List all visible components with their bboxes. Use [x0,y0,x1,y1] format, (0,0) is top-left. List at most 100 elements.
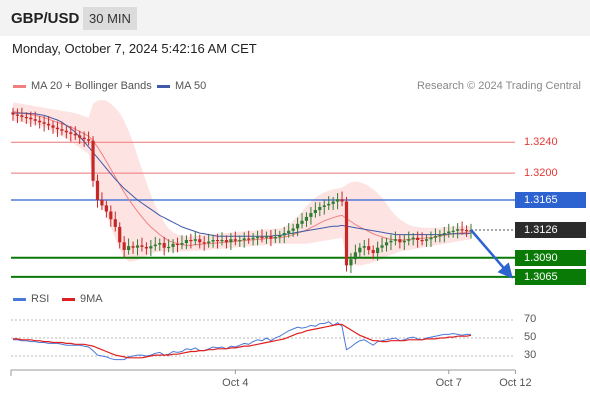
candle-body [380,245,384,248]
candle-body [175,243,180,246]
rsi-line [13,321,471,361]
candle-body [100,200,104,206]
bollinger-band [13,100,471,266]
candle-body [460,229,464,231]
candle-body [353,252,357,260]
candle-body [202,242,206,244]
candle-body [73,133,77,136]
candle-body [109,211,113,220]
candle-body [158,243,162,245]
legend-rsi: RSI [13,293,49,305]
candle-body [131,246,135,248]
candle-body [309,213,313,217]
candle-body [438,234,442,237]
candle-body [149,246,153,249]
forecast-arrow [470,229,513,279]
candle-body [229,239,233,243]
legend-rsi-label: RSI [31,293,50,305]
candle-body [416,237,420,240]
candle-body [358,247,362,253]
candle-body [238,240,242,242]
price-tag-1-3200: 1.3200 [524,167,558,180]
candle-body [384,242,389,246]
candle-body [331,201,335,204]
symbol-title: GBP/USD [11,10,80,27]
timeframe-badge[interactable]: 30 MIN [83,7,137,30]
candle-body [429,237,433,240]
candle-body [393,239,398,241]
candle-body [300,220,304,224]
candle-body [371,250,375,254]
legend-bollinger-swatch [13,84,26,88]
candle-body [211,240,215,242]
candle-body [82,137,86,140]
candle-body [51,125,55,128]
legend-rsi-ma: 9MA [62,293,103,305]
candle-body [291,228,295,231]
legend-bollinger-label: MA 20 + Bollinger Bands [31,80,152,92]
rsi-ma-line [13,323,472,359]
price-tag-1-3065: 1.3065 [515,268,586,285]
candle-body [407,239,411,241]
candle-body [198,239,202,243]
candle-body [304,216,309,221]
price-tag-1-3240: 1.3240 [524,136,558,149]
candle-body [264,236,269,238]
candle-body [398,239,402,243]
candle-body [362,246,366,248]
candle-body [153,244,157,247]
candle-body [282,233,286,236]
candle-body [287,230,291,234]
candle-body [433,236,438,238]
candle-body [278,235,282,237]
candle-body [224,240,229,243]
candle-body [144,246,148,249]
legend-bollinger: MA 20 + Bollinger Bands [13,80,152,92]
candle-body [456,229,460,231]
candle-body [15,114,20,116]
candle-body [162,243,166,248]
price-tag-1-3126: 1.3126 [515,222,586,238]
candle-body [464,230,469,232]
candle-body [349,259,353,266]
legend-ma50: MA 50 [157,80,206,92]
candle-body [344,201,349,266]
candle-body [135,245,140,248]
candle-body [447,231,451,234]
x-label-Oct-4: Oct 4 [222,377,249,389]
candle-body [64,130,68,133]
price-tag-1-3090: 1.3090 [515,249,586,266]
rsi-label-70: 70 [524,313,537,325]
legend-rsi-ma-swatch [62,297,75,301]
candle-body [340,199,344,202]
candle-body [113,219,117,227]
candle-body [118,226,122,243]
candle-body [420,240,424,242]
candle-body [122,242,126,250]
candle-body [424,239,429,241]
candle-body [322,205,326,207]
candle-body [295,223,300,229]
candle-body [24,116,28,119]
candle-body [55,127,60,130]
candle-body [251,237,255,240]
candle-body [127,246,131,250]
candle-body [95,180,100,200]
candle-body [193,239,197,241]
copyright-note: Research © 2024 Trading Central [416,80,581,92]
candle-body [29,117,33,120]
candle-body [402,240,406,243]
candle-body [167,246,171,249]
candle-body [336,199,340,202]
candle-body [220,240,224,242]
candle-body [367,246,371,250]
candle-body [78,135,82,138]
candle-body [91,140,95,181]
candle-body [140,245,144,247]
candle-body [451,230,455,232]
candle-body [411,237,415,240]
candle-body [180,243,184,245]
candle-body [69,132,73,134]
candle-body [255,236,260,239]
